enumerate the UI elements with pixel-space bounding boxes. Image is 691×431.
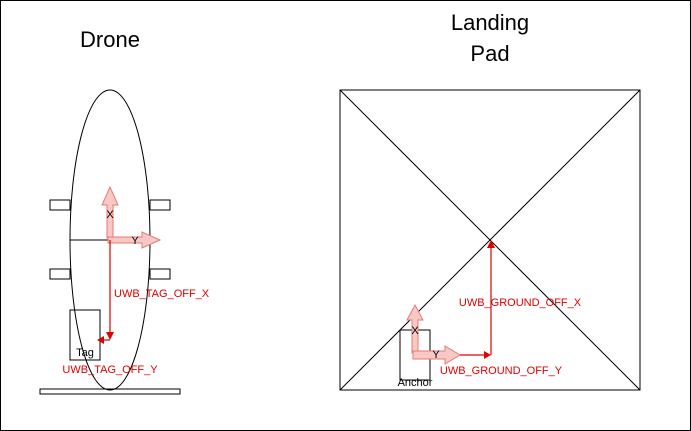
- pad-y-axis-label: Y: [432, 349, 440, 361]
- drone-ground-bar: [39, 388, 181, 395]
- anchor-label: Anchor: [398, 377, 433, 389]
- pad-square: [339, 89, 641, 391]
- rotor-front-left: [49, 199, 71, 211]
- ground-offset-y-label: UWB_GROUND_OFF_Y: [440, 365, 563, 377]
- tag-offset-y-arrowhead: [97, 336, 104, 344]
- drone-group: Drone Tag X Y UWB_TAG_OFF_X UWB_TAG_OFF_…: [39, 27, 210, 395]
- rotor-front-right: [149, 199, 171, 211]
- ground-offset-x-label: UWB_GROUND_OFF_X: [459, 297, 582, 309]
- tag-offset-y-label: UWB_TAG_OFF_Y: [62, 364, 158, 376]
- tag-offset-x-arrowhead: [106, 332, 114, 340]
- drone-y-axis-label: Y: [131, 235, 139, 247]
- pad-diagonal-2: [339, 89, 641, 391]
- tag-label: Tag: [76, 347, 94, 359]
- drone-y-axis-arrow: [107, 231, 162, 249]
- tag-box: [69, 309, 101, 361]
- drone-x-axis-label: X: [106, 209, 114, 221]
- ground-offset-x-arrowhead: [487, 240, 495, 248]
- pad-y-axis-arrow: [412, 345, 461, 365]
- drone-x-axis-arrow: [101, 185, 119, 239]
- landing-pad-group: Landing Pad Anchor X Y UWB_GROUND_OFF_Y …: [339, 10, 641, 391]
- ground-offset-y-arrowhead: [484, 351, 491, 359]
- pad-title-line2: Pad: [470, 41, 509, 66]
- rotor-rear-right: [149, 268, 171, 280]
- drone-title: Drone: [80, 27, 140, 52]
- pad-x-axis-label: X: [411, 325, 419, 337]
- pad-title-line1: Landing: [451, 10, 529, 35]
- rotor-rear-left: [49, 268, 71, 280]
- tag-offset-x-label: UWB_TAG_OFF_X: [114, 288, 210, 300]
- pad-x-axis-arrow: [406, 303, 424, 354]
